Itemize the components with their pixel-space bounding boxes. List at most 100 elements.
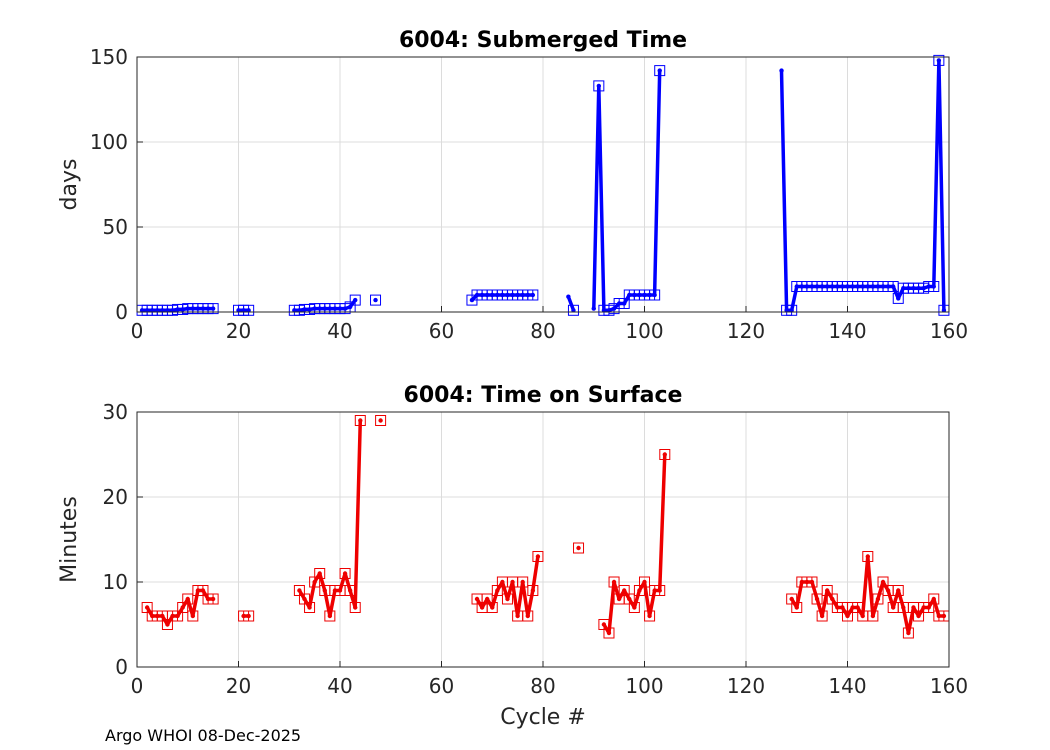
- square-marker: [628, 602, 640, 613]
- square-marker: [370, 294, 382, 306]
- x-tick-label: 80: [530, 319, 555, 343]
- data-point: [652, 292, 657, 298]
- square-marker: [644, 610, 656, 622]
- data-point: [175, 613, 180, 619]
- x-tick-label: 40: [327, 674, 352, 698]
- x-tick-label: 0: [131, 674, 144, 698]
- square-marker: [324, 610, 336, 622]
- x-tick-label: 140: [828, 319, 866, 343]
- data-point: [490, 605, 495, 610]
- data-point: [571, 308, 576, 313]
- data-point: [926, 605, 931, 610]
- data-point: [941, 308, 947, 313]
- data-point: [855, 605, 860, 610]
- panel-submerged-time: 0 20 40 60 80 100 120 140 160 0 50 100 150 6004: Sub…: [57, 28, 968, 343]
- square-marker: [567, 304, 579, 316]
- data-point: [342, 571, 348, 576]
- square-marker: [933, 54, 945, 66]
- data-point: [312, 579, 317, 585]
- data-point: [657, 68, 662, 73]
- square-marker: [349, 294, 361, 306]
- data-point: [880, 579, 886, 585]
- data-point: [875, 596, 881, 602]
- y-tick-label: 0: [115, 655, 128, 679]
- data-point: [941, 613, 947, 619]
- x-tick-label: 60: [429, 319, 454, 343]
- square-marker: [786, 304, 798, 316]
- square-marker: [639, 576, 650, 588]
- square-marker: [573, 542, 585, 554]
- data-point: [317, 571, 322, 576]
- square-marker: [243, 610, 255, 622]
- grid-lines: [136, 411, 950, 668]
- data-point: [591, 306, 596, 311]
- square-marker: [892, 585, 904, 596]
- y-tick-label: 10: [103, 570, 128, 594]
- data-point: [353, 605, 358, 610]
- x-tick-label: 0: [131, 319, 144, 343]
- x-tick-label: 100: [625, 674, 663, 698]
- y-tick-label: 100: [90, 130, 128, 154]
- data-point: [165, 622, 170, 627]
- square-marker: [928, 281, 940, 292]
- x-tick-label: 20: [226, 319, 251, 343]
- data-point: [936, 58, 942, 63]
- data-point: [622, 588, 627, 593]
- data-point: [190, 613, 196, 619]
- panel-time-on-surface: 0 20 40 60 80 100 120 140 160 0 10 20 30 6004: Time …: [57, 383, 968, 730]
- square-marker: [867, 610, 879, 622]
- data-point: [327, 613, 333, 619]
- data-point: [906, 630, 911, 636]
- data-point: [322, 588, 327, 593]
- x-tick-label: 160: [930, 674, 968, 698]
- data-point: [830, 596, 835, 602]
- chart-title: 6004: Submerged Time: [399, 28, 687, 53]
- data-point: [916, 613, 921, 619]
- data-point: [840, 605, 845, 610]
- data-point: [809, 579, 815, 585]
- data-point: [789, 596, 794, 602]
- square-marker: [314, 568, 326, 579]
- data-point: [210, 596, 216, 602]
- y-tick-label: 30: [103, 400, 128, 424]
- axes-frame: [136, 411, 950, 668]
- square-marker: [816, 610, 828, 622]
- square-marker: [608, 576, 620, 588]
- x-tick-label: 100: [625, 319, 663, 343]
- data-point: [353, 297, 358, 303]
- x-tick-label: 120: [727, 674, 765, 698]
- data-point: [627, 596, 632, 602]
- square-marker: [354, 415, 366, 426]
- x-tick-label: 160: [930, 319, 968, 343]
- data-point: [576, 545, 581, 551]
- square-marker: [527, 585, 539, 596]
- square-marker: [811, 593, 823, 605]
- data-point: [622, 301, 627, 306]
- square-marker: [649, 289, 661, 301]
- data-point: [885, 588, 891, 593]
- data-point: [144, 605, 150, 610]
- y-axis-label: days: [57, 159, 82, 211]
- series-line: [145, 418, 946, 635]
- data-point: [302, 596, 307, 602]
- chart-title: 6004: Time on Surface: [404, 383, 683, 408]
- y-tick-label: 0: [115, 300, 128, 324]
- plot-area: [141, 415, 950, 639]
- data-point: [601, 622, 607, 627]
- data-point: [500, 579, 505, 585]
- data-point: [911, 605, 916, 610]
- data-point: [566, 294, 571, 299]
- data-point: [896, 588, 901, 593]
- data-point: [510, 579, 515, 585]
- grid-lines: [136, 56, 950, 313]
- y-axis-label: Minutes: [57, 496, 82, 583]
- axes-frame: [136, 56, 950, 313]
- data-point: [662, 452, 667, 457]
- data-point: [890, 284, 896, 289]
- data-point: [632, 605, 637, 610]
- data-point: [896, 296, 901, 301]
- y-tick-label: 20: [103, 485, 128, 509]
- data-point: [200, 588, 206, 593]
- data-point: [611, 579, 617, 585]
